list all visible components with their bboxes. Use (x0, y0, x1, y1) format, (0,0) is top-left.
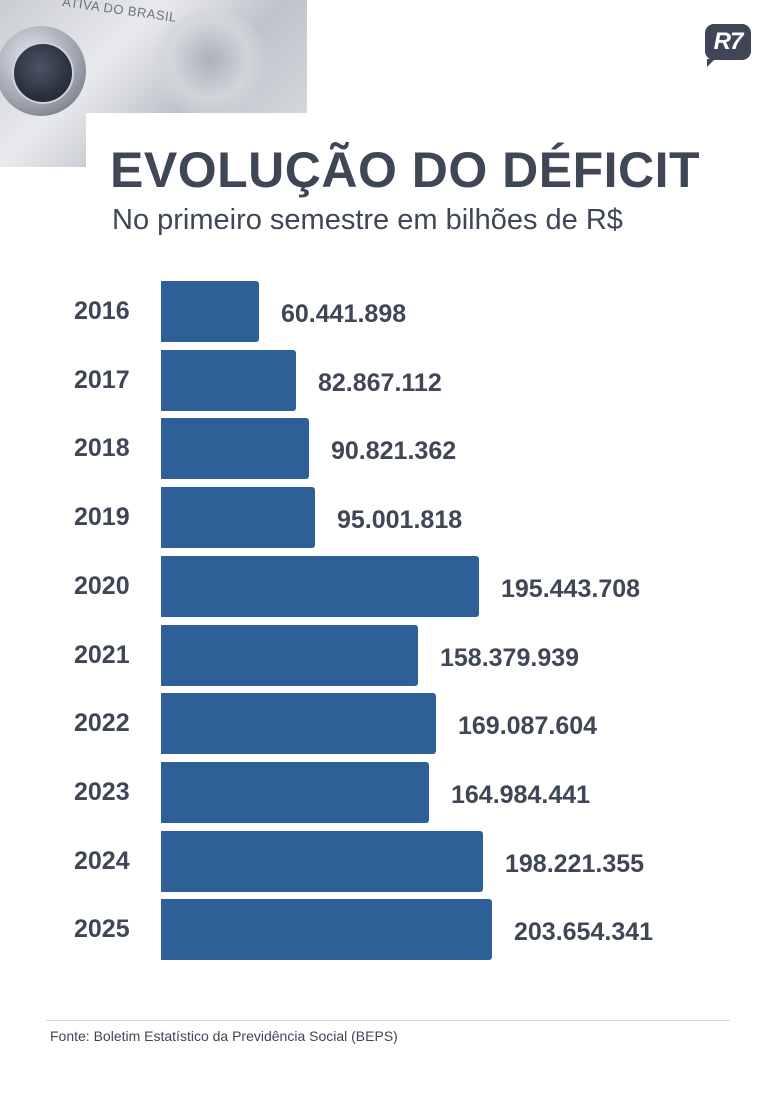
value-label: 90.821.362 (331, 437, 457, 466)
bar-2022 (161, 693, 436, 755)
year-label: 2021 (74, 640, 130, 669)
bar-2021 (161, 624, 418, 686)
value-label: 195.443.708 (501, 574, 641, 603)
bar-chart: 2016 60.441.898 2017 82.867.112 2018 90.821.3… (0, 270, 771, 970)
value-label: 95.001.818 (337, 506, 463, 535)
value-label: 158.379.939 (440, 643, 580, 672)
bar-2020 (161, 555, 479, 617)
bar-2016 (161, 281, 259, 342)
chart-subtitle: No primeiro semestre em bilhões de R$ (112, 204, 623, 236)
bar-2024 (161, 830, 483, 892)
value-label: 198.221.355 (505, 849, 645, 878)
r7-logo: R7 (705, 24, 751, 67)
photo-mask (86, 113, 307, 167)
header-photo: ATIVA DO BRASIL (0, 0, 307, 167)
year-label: 2017 (74, 365, 130, 394)
value-label: 82.867.112 (318, 368, 442, 397)
year-label: 2018 (74, 434, 130, 463)
bar-2025 (161, 899, 492, 961)
year-label: 2019 (74, 503, 130, 532)
footer-divider (46, 1020, 730, 1021)
banknote-portrait (150, 10, 270, 120)
year-label: 2025 (74, 915, 130, 944)
bar-2023 (161, 761, 429, 823)
bar-2017 (161, 349, 296, 411)
year-label: 2023 (74, 777, 130, 806)
value-label: 60.441.898 (281, 300, 407, 328)
source-note: Fonte: Boletim Estatístico da Previdênci… (50, 1028, 398, 1044)
year-label: 2022 (74, 709, 130, 738)
bar-2018 (161, 418, 309, 480)
bar-2019 (161, 487, 315, 549)
year-label: 2024 (74, 846, 130, 875)
value-label: 203.654.341 (514, 918, 654, 947)
banknote-text: ATIVA DO BRASIL (61, 0, 178, 25)
year-label: 2020 (74, 571, 130, 600)
value-label: 169.087.604 (458, 712, 598, 741)
chart-title: EVOLUÇÃO DO DÉFICIT (110, 142, 701, 198)
coin-center (12, 42, 74, 104)
year-label: 2016 (74, 297, 130, 325)
value-label: 164.984.441 (451, 780, 591, 809)
